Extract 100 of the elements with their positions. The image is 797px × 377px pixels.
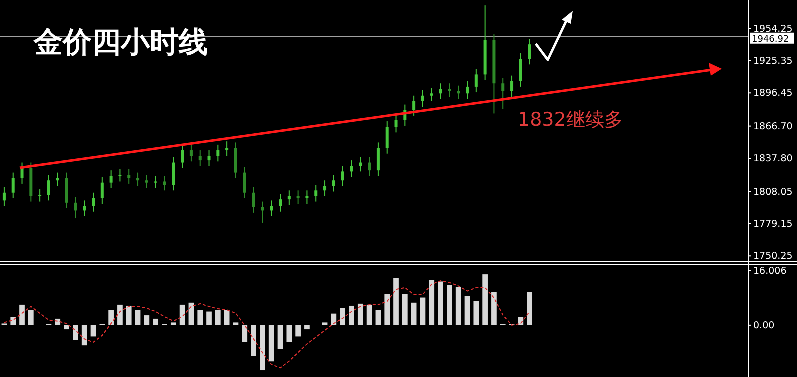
bar — [242, 325, 248, 342]
bar — [438, 282, 444, 326]
candlestick — [332, 174, 336, 192]
bar — [394, 278, 399, 326]
bar — [20, 304, 25, 326]
bar — [206, 312, 212, 326]
candlestick — [181, 144, 184, 169]
bar — [73, 325, 78, 340]
bar — [170, 322, 176, 326]
candlestick — [502, 78, 505, 110]
bar — [527, 292, 533, 326]
candlestick — [359, 156, 362, 172]
candlestick — [154, 176, 158, 189]
candlestick — [20, 162, 24, 184]
candlestick — [376, 142, 380, 177]
y-tick-label: 1779.15 — [754, 218, 793, 230]
candlestick — [386, 121, 389, 154]
candlestick — [163, 176, 166, 192]
y-tick-label: 1808.05 — [754, 186, 793, 198]
candlestick — [306, 190, 309, 205]
candlestick — [252, 186, 256, 214]
bar — [233, 322, 239, 326]
candlestick — [100, 176, 104, 205]
bar — [260, 325, 266, 371]
bar — [492, 292, 497, 326]
bar — [340, 308, 346, 326]
candlestick — [92, 192, 95, 212]
candlestick — [279, 193, 282, 212]
bar — [268, 325, 274, 362]
bar — [82, 325, 88, 346]
candlestick — [368, 156, 372, 177]
candlestick — [128, 168, 131, 184]
candlestick — [110, 170, 113, 189]
candlestick — [74, 196, 78, 220]
bar — [108, 310, 114, 326]
candlestick — [324, 180, 327, 197]
candlestick — [2, 186, 6, 207]
bar — [135, 310, 141, 326]
candlestick — [474, 68, 478, 94]
candlestick — [190, 144, 193, 162]
bar — [447, 285, 452, 326]
candlestick — [145, 174, 148, 189]
bar — [90, 325, 96, 337]
bar — [296, 325, 301, 337]
candlestick — [350, 160, 354, 178]
bar — [126, 306, 132, 326]
bar — [180, 304, 186, 326]
bar — [376, 310, 382, 326]
ref-line-label: 1946.92 — [752, 34, 790, 45]
y-tick-label: 1837.80 — [754, 154, 793, 165]
y-tick-label: 1954.25 — [754, 24, 793, 35]
candlestick — [412, 95, 416, 116]
bar — [482, 274, 488, 326]
bar — [286, 325, 292, 342]
y-tick-label: 16.006 — [754, 266, 787, 277]
bar — [198, 310, 204, 326]
bar — [456, 287, 462, 326]
candlestick — [288, 190, 291, 206]
candlestick — [198, 150, 202, 167]
candlestick — [448, 83, 452, 98]
candlestick — [394, 114, 398, 134]
bar — [402, 294, 408, 326]
candlestick — [243, 166, 246, 199]
bar — [366, 304, 372, 326]
bar — [322, 322, 328, 326]
candlestick — [208, 150, 211, 167]
bar — [144, 316, 150, 326]
candlestick — [118, 168, 122, 182]
candlestick — [47, 174, 50, 202]
candlestick — [510, 75, 514, 98]
candlestick — [519, 53, 522, 88]
candlestick — [341, 166, 344, 187]
candlestick — [296, 190, 300, 205]
y-tick-label: 1925.35 — [754, 56, 793, 67]
y-tick-label: 1866.70 — [754, 121, 793, 132]
candlestick — [38, 189, 42, 202]
candlestick — [421, 90, 424, 108]
bar — [420, 298, 426, 326]
bar — [188, 302, 194, 326]
candlestick — [466, 80, 469, 100]
candlestick — [439, 83, 442, 100]
bar — [118, 304, 123, 326]
candlestick — [430, 88, 434, 102]
candlestick — [216, 144, 220, 162]
candlestick — [528, 38, 532, 66]
bar — [153, 318, 159, 326]
bar — [251, 325, 256, 356]
annotation: 1832继续多 — [518, 109, 624, 131]
bar — [10, 317, 16, 326]
y-tick-label: 1750.25 — [754, 251, 793, 262]
bar — [474, 301, 480, 326]
bar — [464, 296, 470, 326]
bar — [384, 294, 390, 326]
bar — [411, 302, 417, 326]
y-tick-label: 1896.45 — [754, 88, 793, 100]
bar — [215, 310, 221, 326]
candlestick — [12, 172, 15, 199]
candlestick — [314, 184, 318, 202]
y-tick-label: 0.00 — [754, 320, 775, 332]
bar — [278, 325, 284, 350]
